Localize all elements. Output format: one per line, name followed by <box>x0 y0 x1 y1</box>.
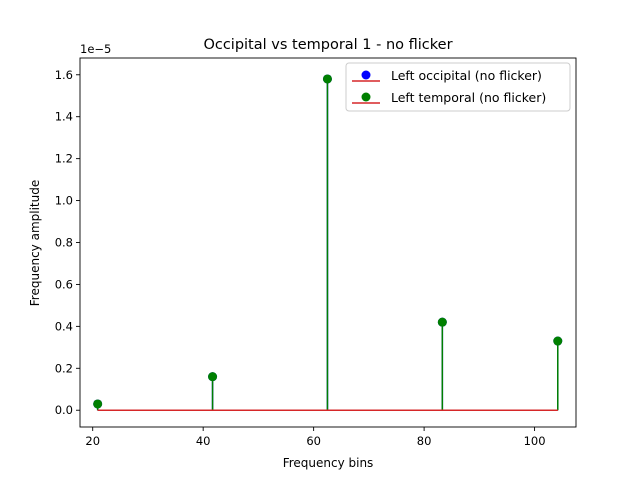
y-offset-label: 1e−5 <box>80 42 111 56</box>
y-tick-label: 0.6 <box>55 277 73 291</box>
data-point <box>208 372 218 382</box>
y-tick-label: 1.4 <box>55 110 73 124</box>
plot-area: 20 40 60 80 100 0.0 0.2 0.4 0.6 0.8 1.0 1.2 1.4 1.6 <box>55 57 577 448</box>
y-tick-label: 0.2 <box>55 361 73 375</box>
y-tick-label: 0.0 <box>55 403 73 417</box>
y-tick-label: 1.2 <box>55 152 73 166</box>
y-tick-label: 0.4 <box>55 319 73 333</box>
x-tick-label: 60 <box>306 434 321 448</box>
legend-label: Left occipital (no flicker) <box>391 68 542 83</box>
data-point <box>93 399 103 409</box>
x-tick-label: 100 <box>524 434 546 448</box>
data-point <box>322 74 332 84</box>
chart-title: Occipital vs temporal 1 - no flicker <box>203 37 452 53</box>
series-2 <box>93 74 563 411</box>
x-axis-label: Frequency bins <box>283 456 374 470</box>
x-tick-label: 20 <box>85 434 100 448</box>
legend-label: Left temporal (no flicker) <box>391 90 546 105</box>
y-tick-label: 1.6 <box>55 68 73 82</box>
data-point <box>437 317 447 327</box>
x-tick-label: 80 <box>417 434 432 448</box>
data-point <box>553 336 563 346</box>
y-tick-label: 1.0 <box>55 194 73 208</box>
y-axis-label: Frequency amplitude <box>28 180 42 306</box>
axes-frame <box>79 57 577 428</box>
y-tick-label: 0.8 <box>55 236 73 250</box>
legend: Left occipital (no flicker) Left temporal… <box>345 62 571 112</box>
legend-marker-swatch <box>361 70 371 80</box>
x-tick-label: 40 <box>196 434 211 448</box>
legend-frame <box>345 62 571 112</box>
legend-marker-swatch <box>361 92 371 102</box>
